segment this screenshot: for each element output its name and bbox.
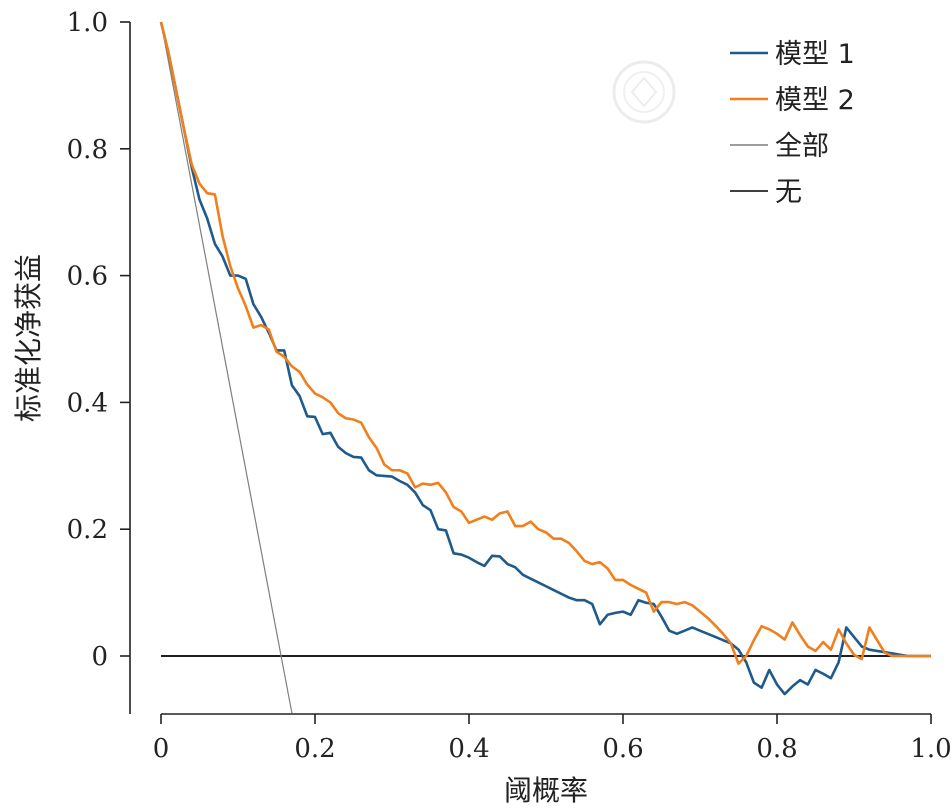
x-tick-label: 0.2 [294, 734, 335, 764]
y-tick-label: 0.2 [67, 515, 108, 545]
series-layer [159, 21, 931, 714]
watermark-logo [612, 60, 676, 124]
x-ticks: 0 0.2 0.4 0.6 0.8 1.0 [153, 714, 952, 764]
y-axis-title: 标准化净获益 [12, 254, 45, 422]
y-tick-label: 0.4 [67, 388, 108, 418]
legend-label: 模型 2 [775, 85, 855, 116]
y-ticks: 0 0.2 0.4 0.6 0.8 1.0 [67, 8, 130, 672]
legend-label: 模型 1 [775, 39, 855, 70]
legend-label: 无 [775, 177, 802, 208]
y-tick-label: 0 [91, 642, 108, 672]
series-line-model-2 [159, 21, 931, 665]
x-tick-label: 0 [153, 734, 170, 764]
series-line-all [160, 21, 293, 714]
y-tick-label: 0.8 [67, 135, 108, 165]
x-tick-label: 0.8 [756, 734, 797, 764]
y-tick-label: 0.6 [67, 262, 108, 292]
y-tick-label: 1.0 [67, 8, 108, 38]
x-tick-label: 0.4 [448, 734, 489, 764]
legend: 模型 1 模型 2 全部无 [730, 39, 855, 208]
x-axis-title: 阈概率 [504, 774, 588, 807]
x-tick-label: 1.0 [910, 734, 951, 764]
legend-label: 全部 [775, 131, 829, 162]
x-tick-label: 0.6 [602, 734, 643, 764]
series-line-model-1 [159, 21, 931, 696]
axes [129, 22, 931, 715]
